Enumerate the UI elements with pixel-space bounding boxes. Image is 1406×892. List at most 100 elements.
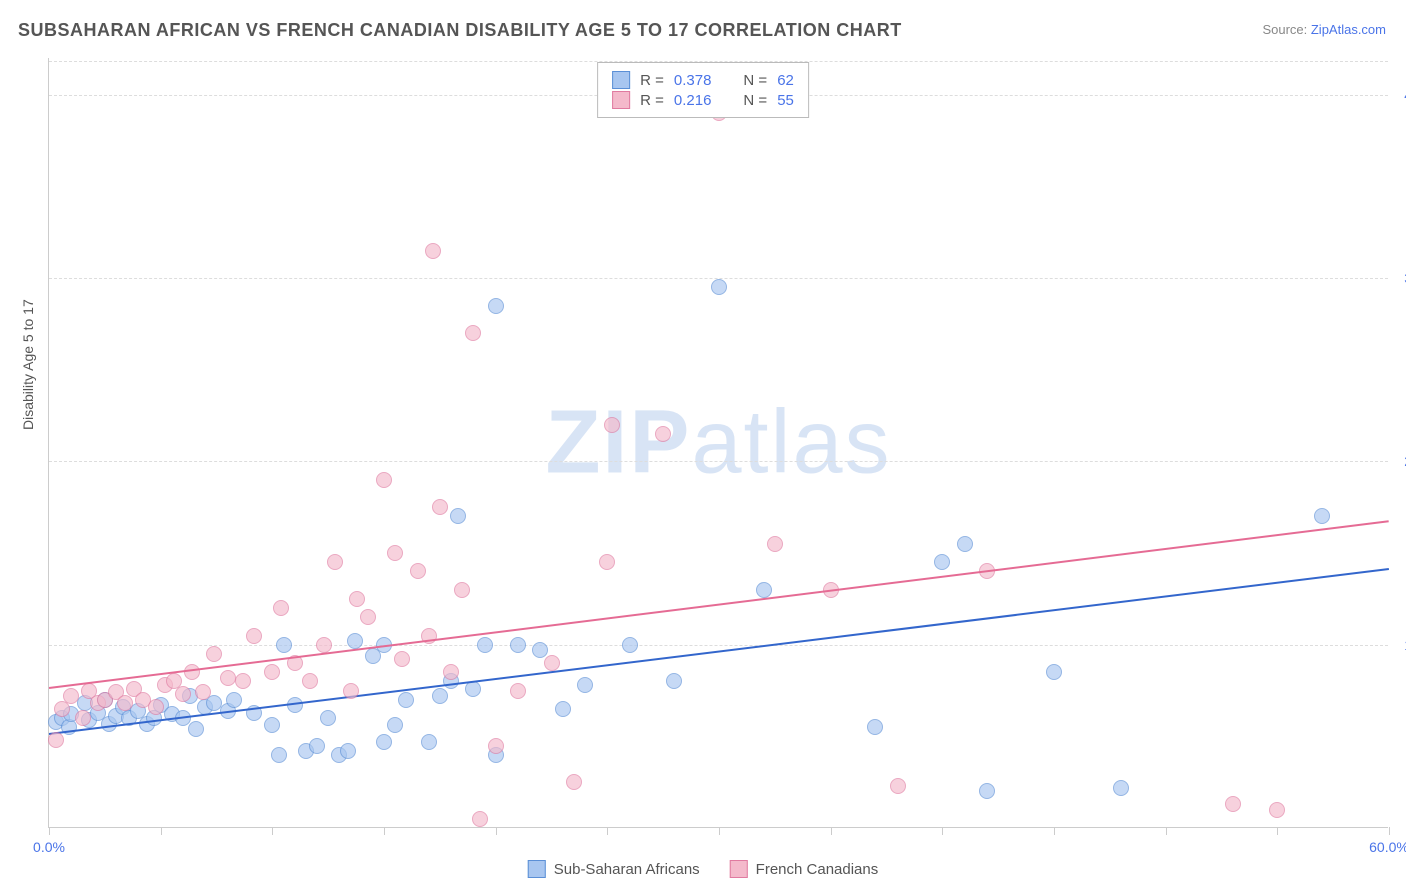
x-tick <box>1277 827 1278 835</box>
scatter-point <box>340 743 356 759</box>
y-axis-label: Disability Age 5 to 17 <box>20 299 36 430</box>
x-tick <box>1054 827 1055 835</box>
x-tick <box>49 827 50 835</box>
scatter-point <box>343 683 359 699</box>
scatter-point <box>206 646 222 662</box>
scatter-point <box>566 774 582 790</box>
legend-n-value-2: 55 <box>777 92 794 109</box>
x-tick <box>161 827 162 835</box>
scatter-point <box>271 747 287 763</box>
legend-label-1: Sub-Saharan Africans <box>554 861 700 878</box>
scatter-point <box>1269 802 1285 818</box>
scatter-point <box>1113 780 1129 796</box>
scatter-point <box>450 508 466 524</box>
scatter-point <box>979 783 995 799</box>
scatter-point <box>655 426 671 442</box>
scatter-point <box>425 243 441 259</box>
scatter-point <box>226 692 242 708</box>
scatter-point <box>510 683 526 699</box>
scatter-point <box>246 628 262 644</box>
source-link[interactable]: ZipAtlas.com <box>1311 22 1386 37</box>
x-tick <box>1166 827 1167 835</box>
legend-r-label-2: R = <box>640 92 664 109</box>
legend-label-2: French Canadians <box>756 861 879 878</box>
scatter-point <box>867 719 883 735</box>
scatter-point <box>320 710 336 726</box>
x-tick-label: 0.0% <box>33 839 65 855</box>
scatter-point <box>75 710 91 726</box>
legend-row-2: R = 0.216 N = 55 <box>612 91 794 109</box>
legend-correlation: R = 0.378 N = 62 R = 0.216 N = 55 <box>597 62 809 118</box>
x-tick <box>831 827 832 835</box>
legend-n-label-1: N = <box>743 72 767 89</box>
scatter-point <box>220 670 236 686</box>
x-tick <box>607 827 608 835</box>
scatter-point <box>890 778 906 794</box>
x-tick <box>1389 827 1390 835</box>
scatter-point <box>195 684 211 700</box>
scatter-point <box>188 721 204 737</box>
scatter-point <box>387 717 403 733</box>
scatter-point <box>1314 508 1330 524</box>
scatter-point <box>555 701 571 717</box>
scatter-point <box>148 699 164 715</box>
scatter-point <box>264 664 280 680</box>
x-tick-label: 60.0% <box>1369 839 1406 855</box>
legend-swatch-4 <box>730 860 748 878</box>
scatter-point <box>711 279 727 295</box>
scatter-point <box>184 664 200 680</box>
scatter-point <box>465 325 481 341</box>
x-tick <box>942 827 943 835</box>
scatter-point <box>488 738 504 754</box>
scatter-point <box>432 499 448 515</box>
scatter-point <box>387 545 403 561</box>
scatter-point <box>235 673 251 689</box>
scatter-point <box>376 472 392 488</box>
x-tick <box>272 827 273 835</box>
scatter-point <box>48 732 64 748</box>
legend-row-1: R = 0.378 N = 62 <box>612 71 794 89</box>
gridline <box>49 461 1388 462</box>
scatter-point <box>510 637 526 653</box>
scatter-point <box>577 677 593 693</box>
legend-r-label-1: R = <box>640 72 664 89</box>
scatter-point <box>957 536 973 552</box>
scatter-point <box>454 582 470 598</box>
scatter-point <box>302 673 318 689</box>
chart-source: Source: ZipAtlas.com <box>1262 22 1386 37</box>
watermark: ZIPatlas <box>545 391 891 494</box>
scatter-point <box>477 637 493 653</box>
legend-swatch-2 <box>612 91 630 109</box>
scatter-point <box>398 692 414 708</box>
scatter-point <box>666 673 682 689</box>
legend-swatch-3 <box>528 860 546 878</box>
scatter-point <box>1225 796 1241 812</box>
legend-item-2: French Canadians <box>730 860 879 878</box>
scatter-point <box>349 591 365 607</box>
legend-r-value-2: 0.216 <box>674 92 712 109</box>
scatter-point <box>175 686 191 702</box>
scatter-point <box>316 637 332 653</box>
chart-container: SUBSAHARAN AFRICAN VS FRENCH CANADIAN DI… <box>0 0 1406 892</box>
trend-line <box>49 568 1389 735</box>
scatter-point <box>599 554 615 570</box>
scatter-point <box>347 633 363 649</box>
scatter-point <box>117 695 133 711</box>
chart-title: SUBSAHARAN AFRICAN VS FRENCH CANADIAN DI… <box>18 20 902 41</box>
scatter-point <box>432 688 448 704</box>
legend-r-value-1: 0.378 <box>674 72 712 89</box>
scatter-point <box>472 811 488 827</box>
source-label: Source: <box>1262 22 1310 37</box>
scatter-point <box>394 651 410 667</box>
scatter-point <box>443 664 459 680</box>
scatter-point <box>63 688 79 704</box>
scatter-point <box>309 738 325 754</box>
scatter-point <box>544 655 560 671</box>
legend-n-label-2: N = <box>743 92 767 109</box>
legend-series: Sub-Saharan Africans French Canadians <box>528 860 879 878</box>
plot-area: ZIPatlas 10.0%20.0%30.0%40.0%0.0%60.0% <box>48 58 1388 828</box>
x-tick <box>719 827 720 835</box>
legend-swatch-1 <box>612 71 630 89</box>
scatter-point <box>276 637 292 653</box>
scatter-point <box>421 734 437 750</box>
